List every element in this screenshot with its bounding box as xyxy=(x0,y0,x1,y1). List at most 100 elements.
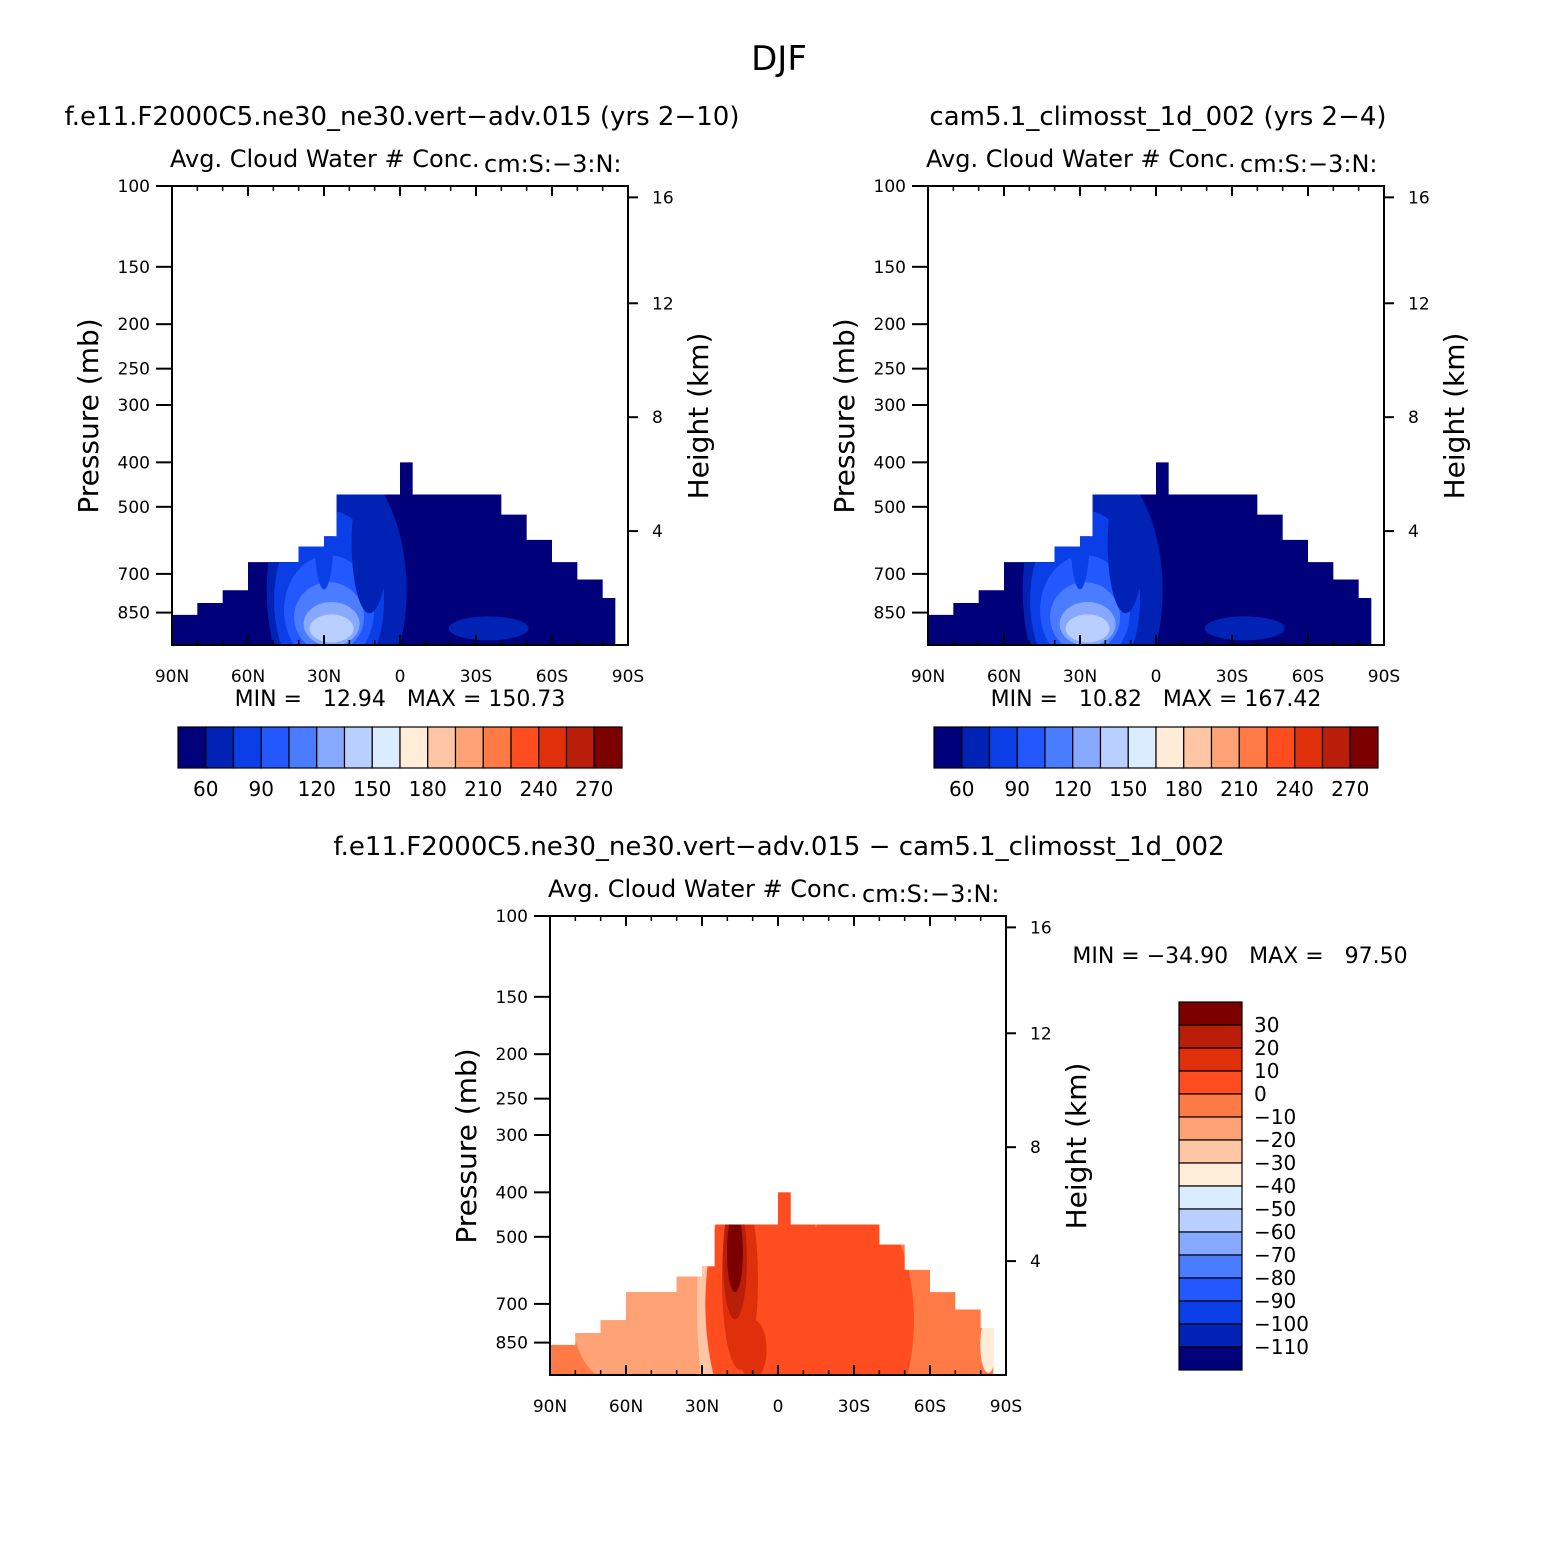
y-tick-label: 400 xyxy=(496,1183,528,1203)
colorbar-box xyxy=(1183,726,1213,769)
field-structure xyxy=(573,1192,994,1375)
panel-1-units: cm:S:−3:N: xyxy=(484,150,621,178)
contour-region xyxy=(1107,473,1144,614)
colorbar-box xyxy=(1044,726,1074,769)
panel-3-colorbar: 3020100−10−20−30−40−50−60−70−80−90−100−1… xyxy=(1178,1001,1309,1371)
panel-1-stats: MIN = 12.94 MAX = 150.73 xyxy=(235,687,566,712)
colorbar-box xyxy=(1178,1093,1243,1118)
colorbar-box xyxy=(1178,1047,1243,1072)
colorbar-box xyxy=(565,726,595,769)
colorbar-box xyxy=(1016,726,1046,769)
colorbar-label: 270 xyxy=(575,777,613,801)
y-tick-label: 400 xyxy=(874,453,906,473)
x-tick-label: 60N xyxy=(987,667,1021,687)
colorbar-box xyxy=(232,726,262,769)
y-tick-label: 400 xyxy=(118,453,150,473)
colorbar-box xyxy=(288,726,318,769)
y2-tick-label: 8 xyxy=(1408,408,1419,428)
y-tick-label: 150 xyxy=(496,988,528,1008)
colorbar-box xyxy=(538,726,568,769)
panel-3-variable: Avg. Cloud Water # Conc. xyxy=(548,875,858,903)
panel-2-y2label: Height (km) xyxy=(1438,333,1471,500)
colorbar-label: 90 xyxy=(249,777,274,801)
colorbar-box xyxy=(1178,1185,1243,1210)
panel-2-colorbar: 60 90 120 150 180 210 240 270 xyxy=(933,726,1379,801)
colorbar-label: −110 xyxy=(1254,1335,1309,1359)
colorbar-box xyxy=(1178,1116,1243,1141)
colorbar-label: 180 xyxy=(409,777,447,801)
contour-region xyxy=(1070,469,1090,590)
colorbar-box xyxy=(1178,1254,1243,1279)
colorbar-box xyxy=(454,726,484,769)
colorbar-box xyxy=(177,726,207,769)
y2-tick-label: 8 xyxy=(652,408,663,428)
y-tick-label: 250 xyxy=(496,1090,528,1110)
colorbar-box xyxy=(961,726,991,769)
panel-2-plot: 90N 60N 30N 0 30S 60S 90S 100 150 200 250 300 400 500… xyxy=(874,177,1430,687)
colorbar-box xyxy=(1127,726,1157,769)
x-tick-label: 30N xyxy=(307,667,341,687)
y2-tick-label: 4 xyxy=(1030,1252,1041,1272)
colorbar-box xyxy=(427,726,457,769)
y-tick-label: 250 xyxy=(118,360,150,380)
y-tick-label: 150 xyxy=(874,258,906,278)
panel-2-ylabel: Pressure (mb) xyxy=(828,318,861,513)
colorbar-label: 240 xyxy=(520,777,558,801)
x-tick-label: 30S xyxy=(460,667,492,687)
x-tick-label: 30N xyxy=(685,1397,719,1417)
colorbar-label: −90 xyxy=(1254,1289,1296,1313)
colorbar-label: −50 xyxy=(1254,1197,1296,1221)
y2-tick-label: 16 xyxy=(1408,188,1430,208)
panel-1-case-title: f.e11.F2000C5.ne30_ne30.vert−adv.015 (yr… xyxy=(65,102,740,132)
panel-2-units: cm:S:−3:N: xyxy=(1240,150,1377,178)
contour-region xyxy=(980,1316,994,1373)
y-tick-label: 850 xyxy=(118,604,150,624)
x-tick-label: 90S xyxy=(1368,667,1400,687)
y-tick-label: 850 xyxy=(874,604,906,624)
x-tick-label: 0 xyxy=(395,667,406,687)
y-tick-label: 300 xyxy=(496,1126,528,1146)
panel-1-ylabel: Pressure (mb) xyxy=(72,318,105,513)
y-tick-label: 100 xyxy=(496,907,528,927)
y2-tick-label: 4 xyxy=(1408,522,1419,542)
colorbar-box xyxy=(1099,726,1129,769)
panel-2-variable: Avg. Cloud Water # Conc. xyxy=(926,145,1236,173)
y2-tick-label: 16 xyxy=(1030,918,1052,938)
x-tick-label: 30N xyxy=(1063,667,1097,687)
colorbar-box xyxy=(1155,726,1185,769)
y2-tick-label: 4 xyxy=(652,522,663,542)
colorbar-box xyxy=(316,726,346,769)
colorbar-box xyxy=(1178,1162,1243,1187)
panel-2-case-title: cam5.1_climosst_1d_002 (yrs 2−4) xyxy=(929,102,1386,132)
contour-region xyxy=(448,616,529,641)
colorbar-label: 120 xyxy=(1054,777,1092,801)
colorbar-label: 180 xyxy=(1165,777,1203,801)
colorbar-label: −60 xyxy=(1254,1220,1296,1244)
figure-title: DJF xyxy=(751,39,807,79)
colorbar-label: −80 xyxy=(1254,1266,1296,1290)
y-tick-label: 150 xyxy=(118,258,150,278)
panel-1-plot: 90N 60N 30N 0 30S 60S 90S 100 150 200 250 300 400 500… xyxy=(118,177,674,687)
colorbar-box xyxy=(1178,1346,1243,1371)
colorbar-box xyxy=(1178,1208,1243,1233)
y2-tick-label: 12 xyxy=(652,294,674,314)
y-tick-label: 700 xyxy=(118,565,150,585)
x-tick-label: 90N xyxy=(911,667,945,687)
field-structure xyxy=(266,462,529,645)
y-tick-label: 250 xyxy=(874,360,906,380)
colorbar-label: 0 xyxy=(1254,1082,1267,1106)
y-tick-label: 200 xyxy=(874,315,906,335)
colorbar-label: 120 xyxy=(298,777,336,801)
colorbar-label: −30 xyxy=(1254,1151,1296,1175)
x-tick-label: 60S xyxy=(536,667,568,687)
colorbar-box xyxy=(1321,726,1351,769)
y-tick-label: 200 xyxy=(118,315,150,335)
colorbar-box xyxy=(1178,1139,1243,1164)
x-tick-label: 0 xyxy=(773,1397,784,1417)
x-tick-label: 90S xyxy=(990,1397,1022,1417)
colorbar-box xyxy=(1266,726,1296,769)
panel-1-variable: Avg. Cloud Water # Conc. xyxy=(170,145,480,173)
x-tick-label: 90N xyxy=(155,667,189,687)
colorbar-label: −20 xyxy=(1254,1128,1296,1152)
panel-2-stats: MIN = 10.82 MAX = 167.42 xyxy=(991,687,1322,712)
